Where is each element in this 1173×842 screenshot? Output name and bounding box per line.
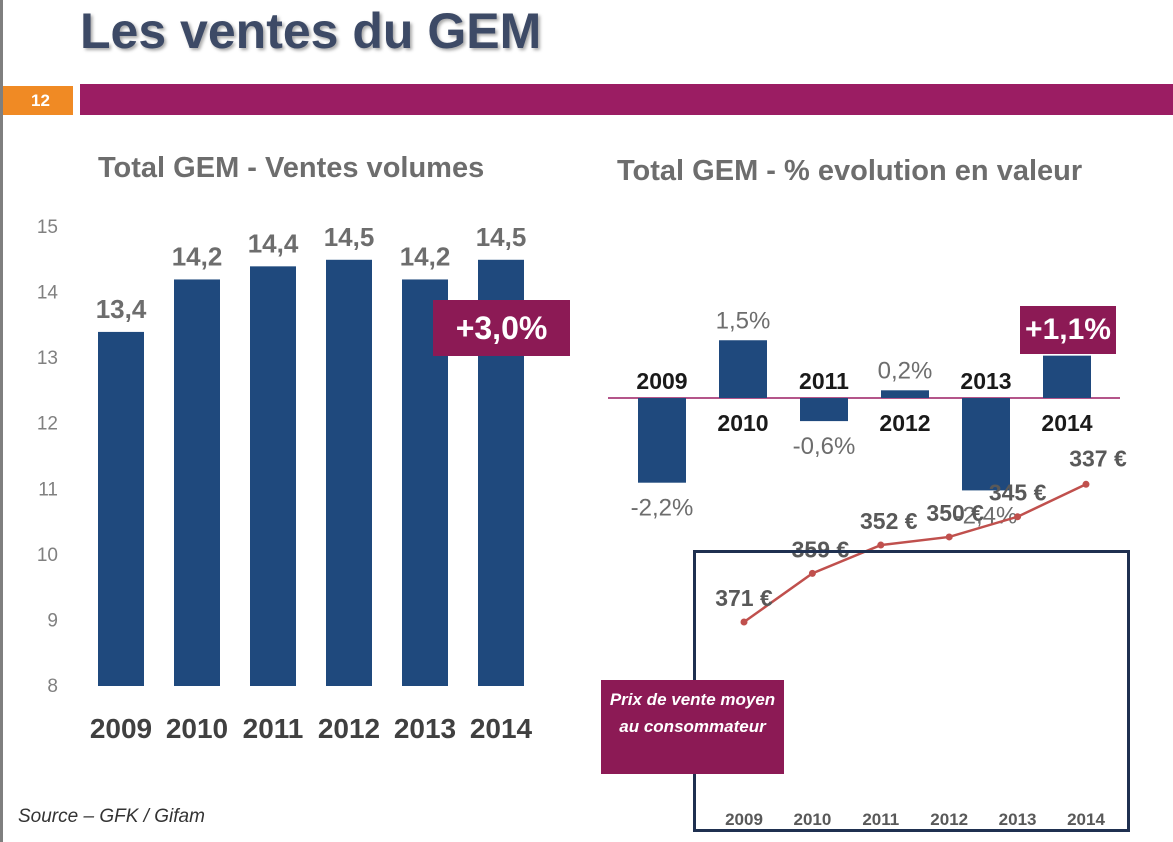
volume-year-label: 2013 [394,713,456,744]
volume-value-label: 14,2 [400,241,451,271]
header-bar [80,84,1173,115]
price-year-label: 2014 [1067,810,1105,829]
price-point [808,569,816,577]
price-point [945,533,953,541]
price-value-label: 352 € [860,508,918,534]
evolution-year-label: 2012 [879,410,930,436]
price-value-label: 337 € [1069,445,1127,471]
evolution-year-label: 2011 [799,368,849,394]
volume-year-label: 2014 [470,713,533,744]
volume-growth-badge: +3,0% [433,300,570,356]
y-tick-label: 13 [37,348,58,369]
page-number: 12 [3,86,73,115]
volume-bar [326,259,372,686]
volume-year-label: 2011 [243,713,304,744]
price-point [1014,513,1022,521]
price-year-label: 2013 [999,810,1037,829]
volume-value-label: 13,4 [96,294,147,324]
price-value-label: 371 € [715,585,773,611]
price-point [877,541,885,549]
price-year-label: 2009 [725,810,763,829]
evolution-value-label: -2,2% [631,495,694,522]
price-value-label: 350 € [926,500,984,526]
price-chart-label: Prix de vente moyen au consommateur [601,680,784,774]
y-tick-label: 10 [37,545,58,566]
slide-left-edge [0,0,3,842]
evolution-bar [719,340,767,398]
price-year-label: 2010 [793,810,831,829]
evolution-year-label: 2010 [717,410,768,436]
volume-value-label: 14,5 [324,222,375,252]
volume-year-label: 2012 [318,713,380,744]
price-year-label: 2012 [930,810,968,829]
volume-value-label: 14,2 [172,241,223,271]
evolution-bar [881,390,929,398]
evolution-year-label: 2014 [1041,410,1092,436]
price-point [1082,480,1090,488]
volume-bar [98,331,144,686]
volume-value-label: 14,5 [476,222,527,252]
evolution-bar [962,398,1010,491]
value-growth-badge: +1,1% [1020,306,1116,354]
evolution-bar [800,398,848,422]
evolution-year-label: 2009 [636,368,687,394]
y-tick-label: 14 [37,283,59,304]
volume-year-label: 2010 [166,713,228,744]
price-year-label: 2011 [862,810,899,829]
price-point [740,618,748,626]
evolution-value-label: 1,5% [716,307,771,334]
volume-bar [250,266,296,686]
evolution-chart-title: Total GEM - % evolution en valeur [617,155,1083,187]
volume-value-label: 14,4 [248,228,299,258]
price-value-label: 345 € [989,480,1047,506]
evolution-value-label: -0,6% [793,433,856,460]
slide-title: Les ventes du GEM [80,3,542,59]
volume-year-label: 2009 [90,713,152,744]
evolution-year-label: 2013 [960,368,1011,394]
y-tick-label: 15 [37,217,58,238]
evolution-value-label: 0,2% [878,357,933,384]
y-tick-label: 12 [37,414,58,435]
volume-chart-title: Total GEM - Ventes volumes [98,152,485,184]
price-value-label: 359 € [792,536,850,562]
volume-bar [174,279,220,686]
evolution-bar [638,398,686,483]
price-line [743,483,1087,624]
y-tick-label: 11 [38,479,58,500]
evolution-bar [1043,355,1091,398]
source-note: Source – GFK / Gifam [18,806,205,827]
y-tick-label: 9 [47,610,58,631]
y-tick-label: 8 [47,676,58,697]
